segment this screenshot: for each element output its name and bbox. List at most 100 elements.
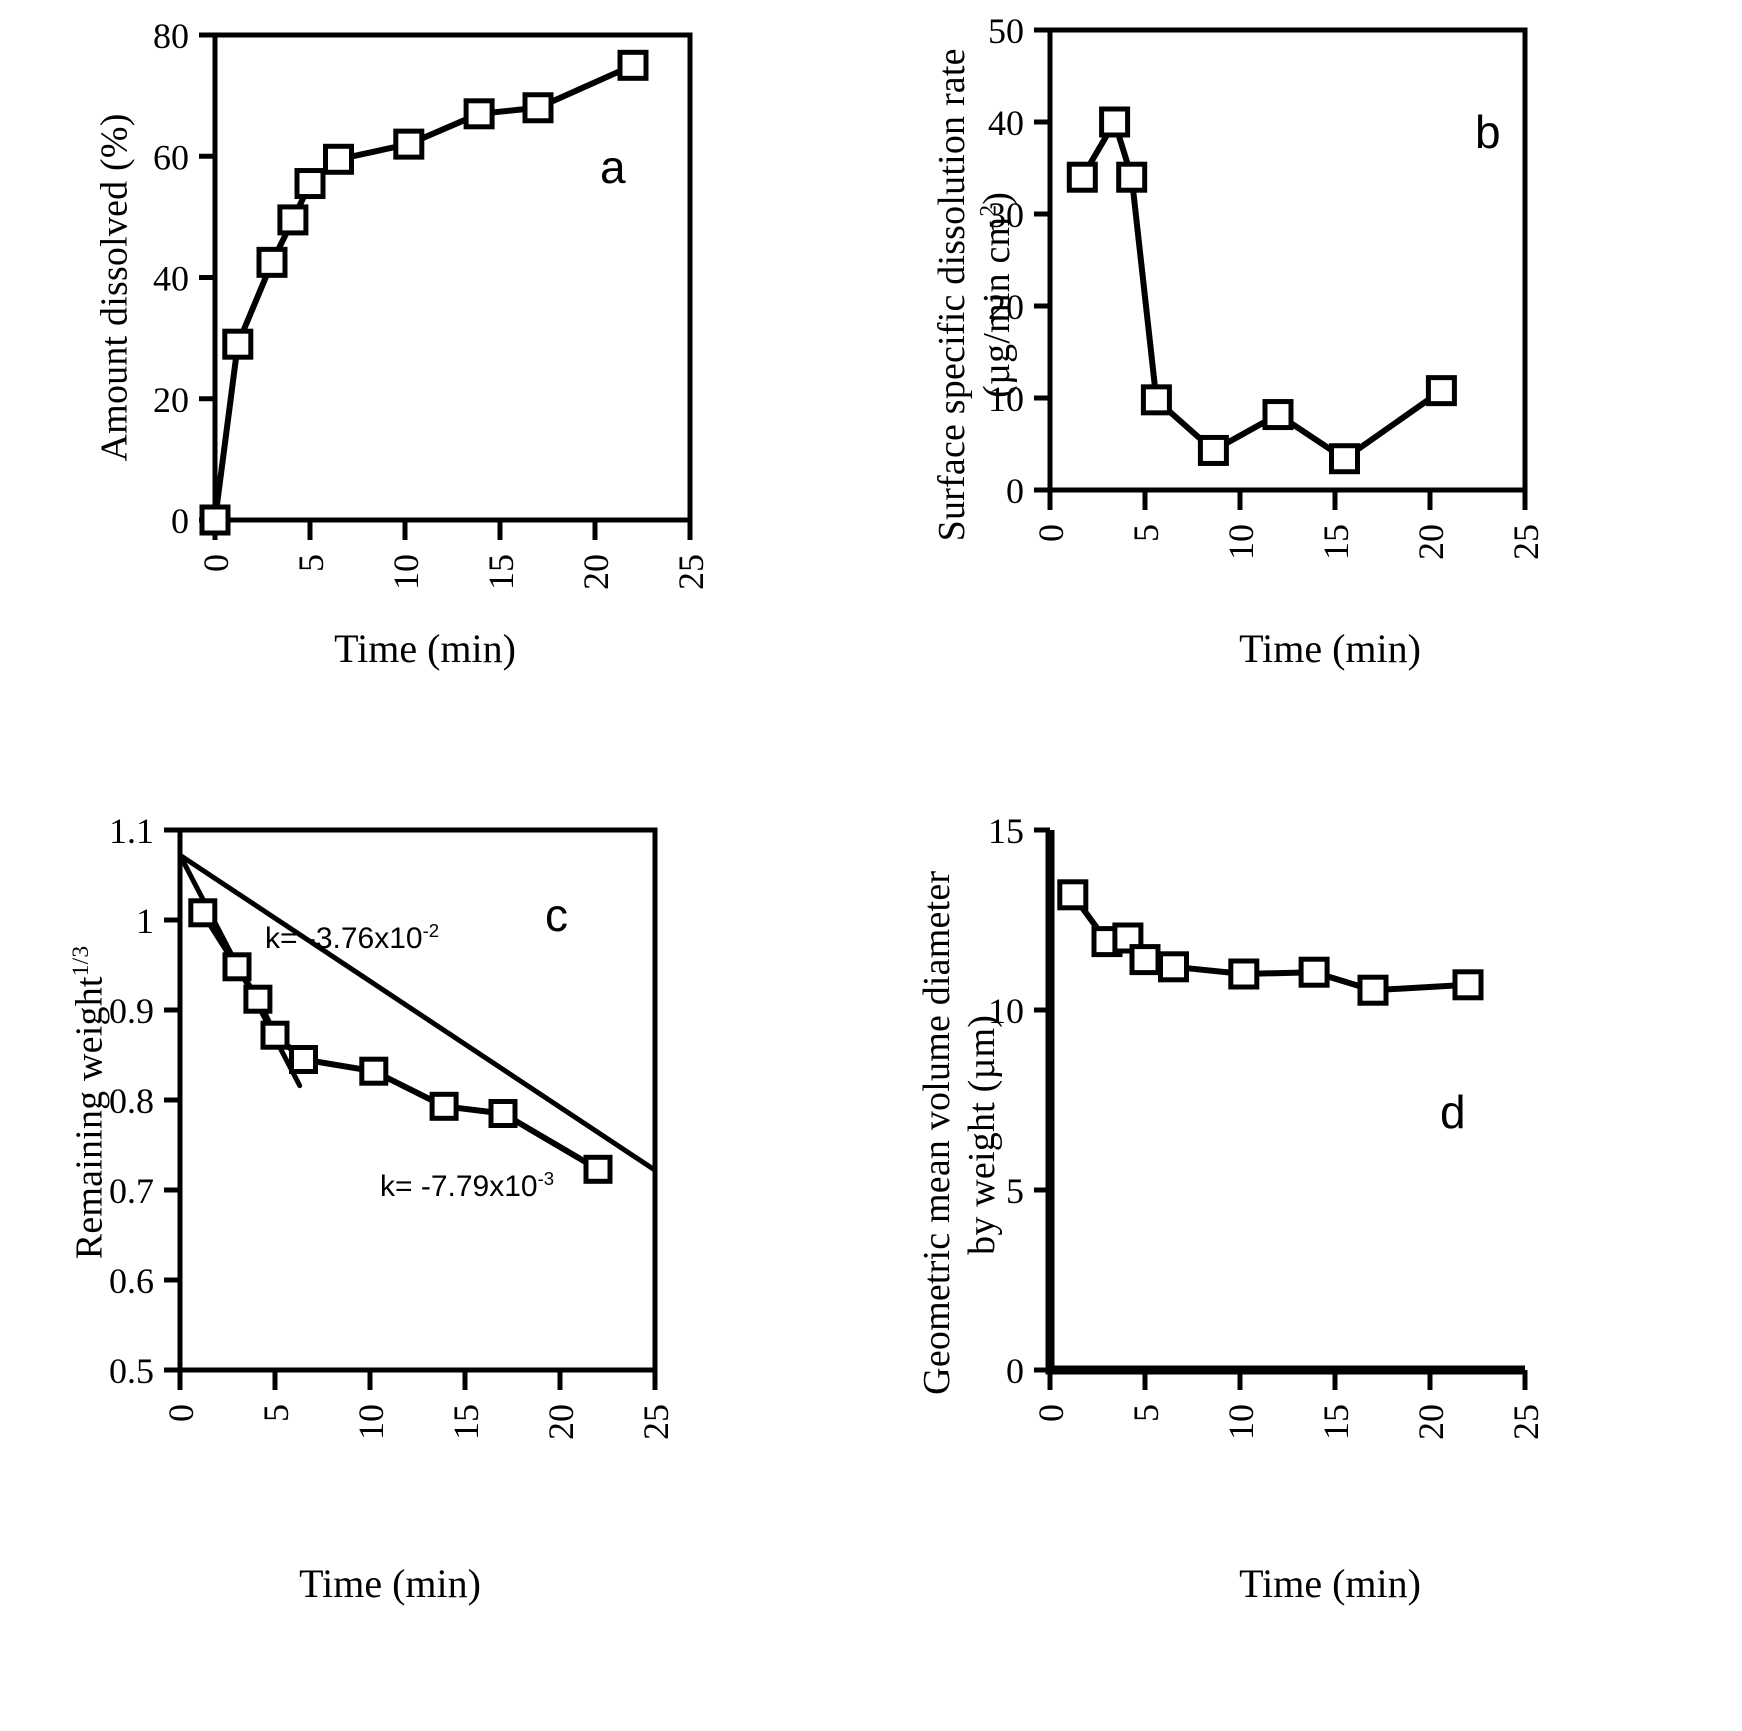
x-tick-label: 10 [1221, 1404, 1261, 1440]
panel-d-plot: 0 5 10 15 0 5 10 15 20 25 [988, 811, 1546, 1440]
data-point-marker [289, 1045, 318, 1074]
panel-b-ylabel-line1: Surface specific dissolution rate [931, 48, 974, 542]
panel-a-ylabel-text: Amount dissolved (%) [93, 113, 136, 462]
panel-b: 0 10 20 30 40 50 0 5 10 15 20 25 [870, 0, 1670, 620]
data-point-marker [188, 898, 218, 928]
x-tick-label: 25 [1506, 524, 1546, 560]
data-point-marker [1116, 161, 1148, 193]
x-tick-label: 10 [351, 1404, 391, 1440]
data-point-marker [199, 504, 231, 536]
x-tick-label: 15 [446, 1404, 486, 1440]
data-point-marker [617, 49, 649, 81]
data-point-marker [1452, 969, 1484, 1001]
panel-c-plot: 0.5 0.6 0.7 0.8 0.9 1 1.1 0 5 10 15 20 25 [109, 811, 676, 1440]
data-point-marker [1099, 106, 1131, 138]
data-point-marker [488, 1099, 518, 1128]
data-point-marker [1129, 944, 1161, 976]
panel-a-ylabel: Amount dissolved (%) [93, 62, 138, 512]
y-tick-label: 0.6 [109, 1261, 154, 1301]
panel-d-ylabel-line1: Geometric mean volume diameter [916, 870, 959, 1395]
x-tick-label: 25 [636, 1404, 676, 1440]
data-point-marker [1262, 399, 1294, 431]
data-point-marker [1197, 434, 1229, 466]
panel-a-letter: a [600, 141, 626, 193]
y-tick-label: 1.1 [109, 811, 154, 851]
x-tick-label: 20 [1411, 1404, 1451, 1440]
panel-b-plot: 0 10 20 30 40 50 0 5 10 15 20 25 [988, 11, 1546, 560]
panel-c-ylabel-base: Remaining weight [68, 976, 111, 1260]
x-tick-label: 5 [1126, 524, 1166, 542]
y-tick-label: 15 [988, 811, 1024, 851]
panel-c-xlabel: Time (min) [180, 1560, 600, 1607]
data-point-marker [323, 143, 354, 175]
panel-c-annotation-1: k= -3.76x10-2 [265, 920, 439, 956]
y-tick-label: 10 [988, 379, 1024, 419]
data-point-marker [1158, 951, 1189, 983]
y-tick-label: 20 [988, 287, 1024, 327]
panel-b-ylabel-line2-base: (µg/min cm [976, 216, 1018, 398]
data-point-marker [260, 1020, 290, 1050]
panel-a-xlabel: Time (min) [215, 625, 635, 672]
panel-a-xlabel-text: Time (min) [334, 626, 516, 671]
data-point-marker [1329, 443, 1360, 475]
panel-c: 0.5 0.6 0.7 0.8 0.9 1 1.1 0 5 10 15 20 25 [0, 790, 800, 1440]
data-point-marker [1057, 879, 1089, 911]
y-tick-label: 0 [171, 501, 189, 541]
data-point-marker [429, 1091, 459, 1121]
panel-b-ylabel: Surface specific dissolution rate (µg/mi… [930, 35, 1020, 555]
y-tick-label: 0 [1006, 471, 1024, 511]
data-point-marker [1112, 922, 1144, 954]
y-tick-label: 60 [153, 137, 189, 177]
panel-c-xlabel-text: Time (min) [299, 1561, 481, 1606]
panel-b-xlabel: Time (min) [1120, 625, 1540, 672]
data-point-marker [463, 98, 495, 130]
y-tick-label: 0.5 [109, 1351, 154, 1391]
x-tick-label: 20 [541, 1404, 581, 1440]
panel-d-ylabel-line2: by weight (µm) [961, 1014, 1003, 1255]
y-tick-label: 20 [153, 380, 189, 420]
data-point-marker [522, 92, 554, 124]
panel-c-letter: c [545, 889, 568, 941]
data-point-marker [583, 1154, 613, 1184]
y-tick-label: 1 [136, 901, 154, 941]
panel-b-xlabel-text: Time (min) [1239, 626, 1421, 671]
y-tick-label: 5 [1006, 1171, 1024, 1211]
panel-b-letter: b [1475, 106, 1501, 158]
y-tick-label: 0.7 [109, 1171, 154, 1211]
x-tick-label: 20 [1411, 524, 1451, 560]
x-tick-label: 5 [256, 1404, 296, 1422]
panel-d-xlabel: Time (min) [1120, 1560, 1540, 1607]
data-point-marker [393, 128, 425, 160]
data-point-marker [1298, 956, 1330, 988]
x-tick-label: 5 [291, 554, 331, 572]
x-tick-label: 10 [386, 554, 426, 590]
panel-c-annotation-1-sup: -2 [422, 920, 440, 941]
data-point-marker [222, 952, 252, 982]
data-point-marker [243, 984, 273, 1014]
x-tick-label: 20 [576, 554, 616, 590]
y-tick-label: 10 [988, 991, 1024, 1031]
x-tick-label: 15 [481, 554, 521, 590]
y-tick-label: 50 [988, 11, 1024, 51]
panel-c-ylabel-sup: 1/3 [67, 945, 94, 977]
data-point-marker [294, 168, 326, 200]
x-tick-label: 15 [1316, 1404, 1356, 1440]
panel-b-ylabel-line2-sup: 2 [975, 204, 1002, 217]
panel-d-ylabel: Geometric mean volume diameter by weight… [915, 870, 1005, 1395]
panel-a-plot: 0 20 40 60 80 0 5 10 15 20 25 [153, 16, 711, 590]
panel-b-ylabel-line2-tail: ) [976, 191, 1018, 205]
x-tick-label: 5 [1126, 1404, 1166, 1422]
panel-d-letter: d [1440, 1086, 1466, 1138]
panel-c-annotation-1-base: k= -3.76x10 [265, 922, 423, 955]
data-point-marker [359, 1056, 389, 1086]
panel-a: 0 20 40 60 80 0 5 10 15 20 25 [0, 0, 800, 620]
panel-c-annotation-2: k= -7.79x10-3 [380, 1168, 554, 1204]
panel-c-annotation-2-base: k= -7.79x10 [380, 1170, 538, 1203]
y-tick-label: 30 [988, 195, 1024, 235]
panel-d: 0 5 10 15 0 5 10 15 20 25 [870, 790, 1670, 1440]
x-tick-label: 15 [1316, 524, 1356, 560]
data-point-marker [1066, 161, 1098, 193]
x-tick-label: 0 [1031, 524, 1071, 542]
panel-d-xlabel-text: Time (min) [1239, 1561, 1421, 1606]
